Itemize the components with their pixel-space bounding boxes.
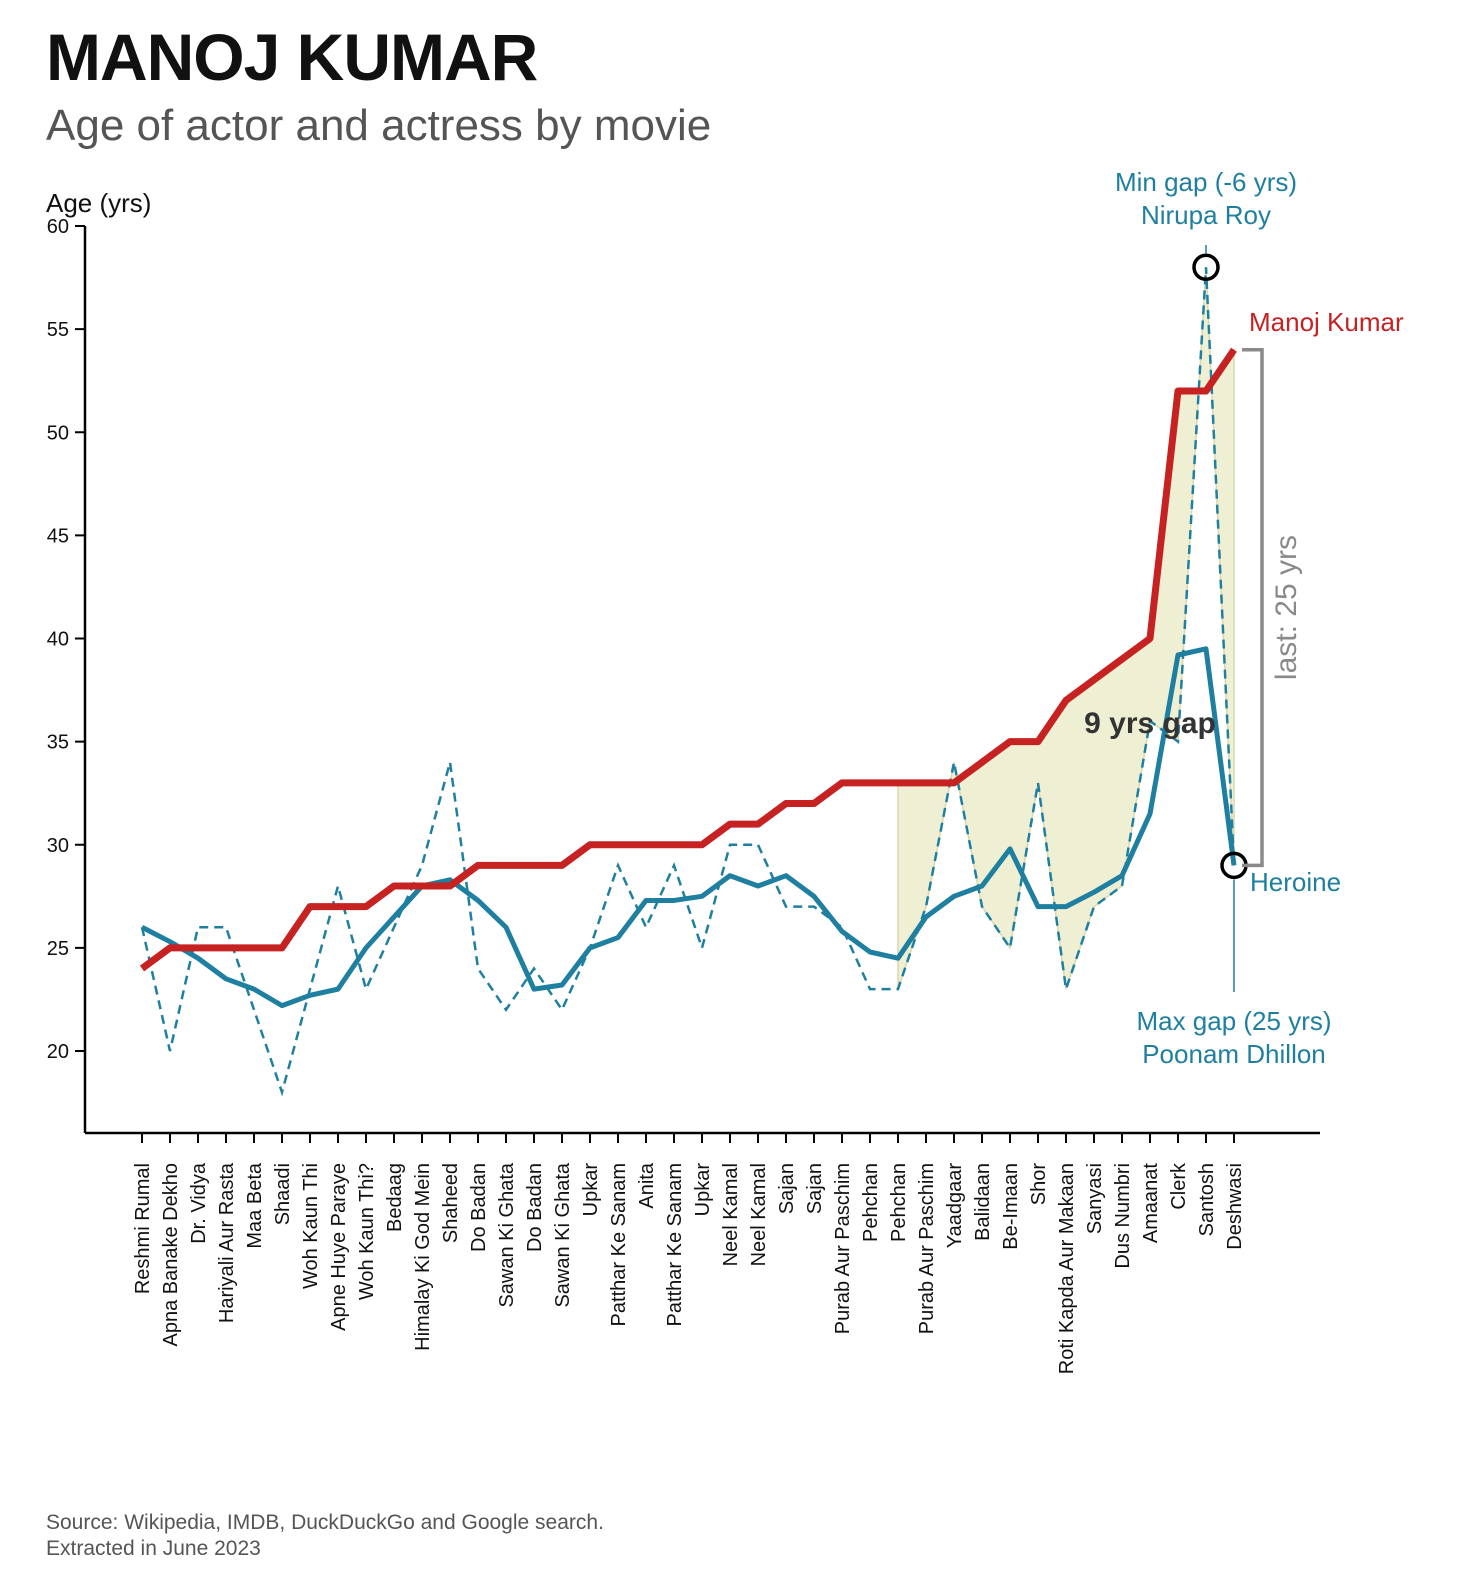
min-gap-label-2: Nirupa Roy bbox=[1141, 200, 1271, 230]
x-tick-label-38: Santosh bbox=[1196, 1163, 1218, 1236]
x-tick-label-24: Sajan bbox=[804, 1163, 826, 1214]
x-tick-label-31: Be-Imaan bbox=[1000, 1163, 1022, 1250]
source-line-1: Source: Wikipedia, IMDB, DuckDuckGo and … bbox=[46, 1511, 604, 1534]
y-tick-label-45: 45 bbox=[47, 525, 69, 547]
last-gap-bracket bbox=[1242, 348, 1264, 868]
y-tick-label-35: 35 bbox=[47, 732, 69, 754]
max-gap-label-1: Max gap (25 yrs) bbox=[1136, 1006, 1331, 1036]
y-tick-label-55: 55 bbox=[47, 319, 69, 341]
x-tick-label-11: Shaheed bbox=[440, 1163, 462, 1243]
x-tick-label-21: Neel Kamal bbox=[720, 1163, 742, 1266]
x-tick-label-14: Do Badan bbox=[524, 1163, 546, 1252]
x-tick-label-25: Purab Aur Paschim bbox=[832, 1163, 854, 1334]
heroine-age-line bbox=[140, 267, 1236, 1097]
mean-gap-label: 9 yrs gap bbox=[1084, 707, 1216, 740]
chart-title: MANOJ KUMAR bbox=[46, 20, 538, 94]
last-gap-label: last: 25 yrs bbox=[1270, 535, 1303, 680]
x-tick-label-34: Sanyasi bbox=[1084, 1163, 1106, 1234]
y-tick-label-50: 50 bbox=[47, 422, 69, 444]
x-tick-label-18: Anita bbox=[636, 1162, 658, 1208]
x-tick-label-36: Amaanat bbox=[1140, 1163, 1162, 1243]
x-tick-label-37: Clerk bbox=[1168, 1162, 1190, 1210]
x-tick-label-5: Shaadi bbox=[272, 1163, 294, 1225]
x-tick-label-1: Apna Banake Dekho bbox=[160, 1163, 182, 1346]
x-tick-label-17: Patthar Ke Sanam bbox=[608, 1163, 630, 1326]
min-gap-marker bbox=[1192, 253, 1220, 281]
x-tick-label-10: Himalay Ki God Mein bbox=[412, 1163, 434, 1351]
x-tick-label-12: Do Badan bbox=[468, 1163, 490, 1252]
x-tick-label-27: Pehchan bbox=[888, 1163, 910, 1242]
x-tick-label-30: Balidaan bbox=[972, 1163, 994, 1241]
x-tick-label-0: Reshmi Rumal bbox=[132, 1163, 154, 1294]
x-tick-label-28: Purab Aur Paschim bbox=[916, 1163, 938, 1334]
y-tick-label-60: 60 bbox=[47, 216, 69, 238]
source-line-2: Extracted in June 2023 bbox=[46, 1537, 261, 1561]
x-tick-label-23: Sajan bbox=[776, 1163, 798, 1214]
x-tick-label-32: Shor bbox=[1028, 1163, 1050, 1206]
x-tick-label-19: Patthar Ke Sanam bbox=[664, 1163, 686, 1326]
y-tick-label-30: 30 bbox=[47, 835, 69, 857]
x-tick-label-7: Apne Huye Paraye bbox=[328, 1163, 350, 1331]
x-tick-label-15: Sawan Ki Ghata bbox=[552, 1162, 574, 1307]
x-tick-label-29: Yaadgaar bbox=[944, 1163, 966, 1249]
x-tick-label-26: Pehchan bbox=[860, 1163, 882, 1242]
actor-age-line bbox=[139, 347, 1237, 972]
x-tick-label-4: Maa Beta bbox=[244, 1162, 266, 1248]
x-tick-label-16: Upkar bbox=[580, 1163, 602, 1217]
max-gap-label-2: Poonam Dhillon bbox=[1142, 1039, 1326, 1069]
x-tick-label-2: Dr. Vidya bbox=[188, 1162, 210, 1244]
source-note: Source: Wikipedia, IMDB, DuckDuckGo and … bbox=[46, 1510, 604, 1563]
x-tick-label-8: Woh Kaun Thi? bbox=[356, 1163, 378, 1300]
y-axis-label: Age (yrs) bbox=[46, 188, 151, 218]
x-tick-label-13: Sawan Ki Ghata bbox=[496, 1162, 518, 1307]
x-tick-label-3: Hariyali Aur Rasta bbox=[216, 1162, 238, 1323]
x-tick-label-33: Roti Kapda Aur Makaan bbox=[1056, 1163, 1078, 1374]
heroine-average-line bbox=[140, 646, 1237, 1009]
x-tick-label-6: Woh Kaun Thi bbox=[300, 1163, 322, 1289]
min-gap-label-1: Min gap (-6 yrs) bbox=[1115, 167, 1297, 197]
y-tick-label-20: 20 bbox=[47, 1041, 69, 1063]
actor-series-label: Manoj Kumar bbox=[1249, 307, 1404, 337]
x-tick-label-35: Dus Numbri bbox=[1112, 1163, 1134, 1269]
chart-subtitle: Age of actor and actress by movie bbox=[46, 101, 712, 150]
x-tick-label-9: Bedaag bbox=[384, 1163, 406, 1232]
x-tick-label-39: Deshwasi bbox=[1224, 1163, 1246, 1250]
y-tick-label-25: 25 bbox=[47, 938, 69, 960]
x-tick-label-22: Neel Kamal bbox=[748, 1163, 770, 1266]
y-tick-label-40: 40 bbox=[47, 629, 69, 651]
x-tick-label-20: Upkar bbox=[692, 1163, 714, 1217]
heroine-series-label: Heroine bbox=[1250, 867, 1341, 897]
